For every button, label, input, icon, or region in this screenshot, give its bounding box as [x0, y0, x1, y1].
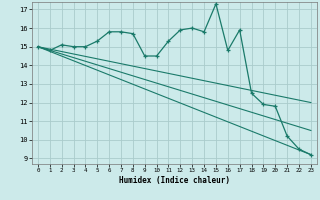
X-axis label: Humidex (Indice chaleur): Humidex (Indice chaleur)	[119, 176, 230, 185]
